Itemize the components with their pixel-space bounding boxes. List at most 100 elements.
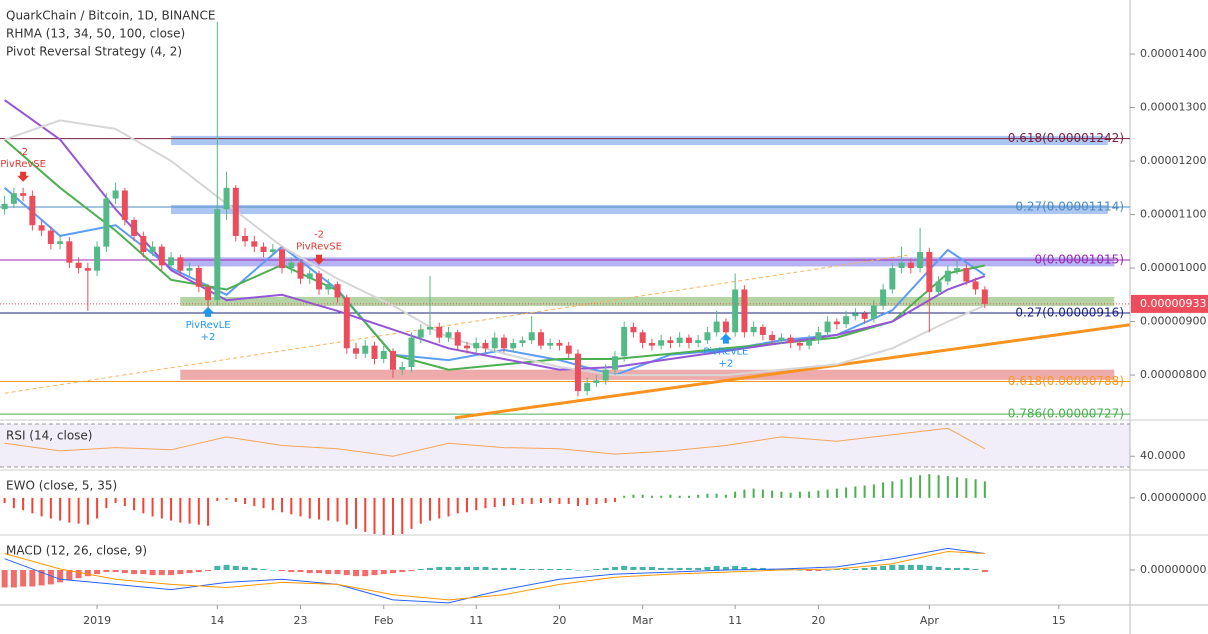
candle-body xyxy=(898,262,905,269)
candle-body xyxy=(750,326,757,333)
y-tick-label: 0.00000900 xyxy=(1140,315,1206,328)
macd-histogram-bar xyxy=(242,566,249,570)
macd-histogram-bar xyxy=(232,565,239,570)
macd-histogram-bar xyxy=(593,568,600,570)
x-tick-label: 15 xyxy=(1052,614,1066,627)
ewo-bar xyxy=(68,497,71,523)
candle-body xyxy=(565,345,572,354)
macd-histogram-bar xyxy=(944,567,951,570)
macd-histogram-bar xyxy=(57,570,64,583)
y-tick-label: 0.00000000 xyxy=(1140,491,1206,504)
y-tick-label: 0.00000800 xyxy=(1140,368,1206,381)
candle-body xyxy=(667,340,674,343)
macd-histogram-bar xyxy=(491,567,498,570)
macd-histogram-bar xyxy=(482,566,489,570)
macd-histogram-bar xyxy=(260,568,267,570)
candle-body xyxy=(963,268,970,282)
ewo-bar xyxy=(49,497,52,519)
candle-body xyxy=(806,340,813,346)
ewo-bar xyxy=(86,497,89,525)
macd-histogram-bar xyxy=(500,567,507,570)
macd-histogram-bar xyxy=(473,566,480,570)
macd-histogram-bar xyxy=(1,570,8,588)
candle-body xyxy=(232,187,239,236)
macd-histogram-bar xyxy=(658,567,665,570)
macd-histogram-bar xyxy=(806,570,813,572)
candle-body xyxy=(713,321,720,333)
ewo-bar xyxy=(355,497,358,529)
ewo-bar xyxy=(549,497,552,504)
macd-histogram-bar xyxy=(297,570,304,573)
macd-histogram-bar xyxy=(84,570,91,577)
ewo-bar xyxy=(872,484,875,498)
ewo-bar xyxy=(160,497,163,519)
ewo-bar xyxy=(31,497,34,514)
macd-histogram-bar xyxy=(870,566,877,570)
candle-body xyxy=(371,345,378,360)
fib-label: 0.618(0.00001242) xyxy=(1008,131,1124,145)
candle-body xyxy=(195,268,202,287)
candle-body xyxy=(593,380,600,384)
x-tick-label: Feb xyxy=(374,614,393,627)
candle-body xyxy=(112,190,119,199)
candle-body xyxy=(316,273,323,290)
macd-histogram-bar xyxy=(676,567,683,570)
macd-histogram-bar xyxy=(981,570,988,573)
ewo-bar xyxy=(281,497,284,513)
macd-histogram-bar xyxy=(75,570,82,579)
candle-body xyxy=(972,281,979,290)
candle-body xyxy=(547,342,554,346)
ewo-bar xyxy=(678,495,681,498)
zone xyxy=(180,257,1115,267)
macd-histogram-bar xyxy=(371,570,378,576)
candle-body xyxy=(408,337,415,368)
ewo-bar xyxy=(771,490,774,498)
ewo-bar xyxy=(401,497,404,534)
candle-body xyxy=(399,367,406,370)
x-tick-label: 20 xyxy=(552,614,566,627)
zone xyxy=(180,296,1115,307)
signal-qty: +2 xyxy=(719,359,734,370)
candle-body xyxy=(491,337,498,349)
candle-body xyxy=(390,350,397,370)
macd-histogram-bar xyxy=(10,570,17,588)
signal-qty: -2 xyxy=(314,230,324,241)
ewo-bar xyxy=(798,491,801,498)
ewo-bar xyxy=(502,497,505,507)
macd-histogram-bar xyxy=(907,564,914,570)
ewo-bar xyxy=(188,497,191,524)
macd-histogram-bar xyxy=(205,570,212,572)
macd-histogram-bar xyxy=(574,570,581,571)
ewo-bar xyxy=(428,497,431,521)
candle-body xyxy=(769,334,776,341)
indicator-line xyxy=(4,427,986,457)
indicator-line xyxy=(4,550,985,601)
candle-body xyxy=(463,345,470,349)
y-tick-label: 0.00000000 xyxy=(1140,563,1206,576)
y-tick-label: 0.00001000 xyxy=(1140,261,1206,274)
candle-body xyxy=(732,289,739,333)
macd-histogram-bar xyxy=(880,565,887,570)
candle-body xyxy=(279,249,286,269)
macd-histogram-bar xyxy=(454,566,461,570)
ewo-bar xyxy=(253,497,256,507)
candle-body xyxy=(584,383,591,392)
macd-histogram-bar xyxy=(269,570,276,571)
macd-histogram-bar xyxy=(195,570,202,573)
candle-body xyxy=(658,340,665,346)
candle-body xyxy=(685,337,692,343)
macd-histogram-bar xyxy=(667,567,674,570)
macd-histogram-bar xyxy=(140,570,147,575)
candle-body xyxy=(214,209,221,301)
macd-histogram-bar xyxy=(750,567,757,570)
candle-body xyxy=(843,316,850,325)
candle-body xyxy=(528,332,535,341)
ewo-bar xyxy=(613,497,616,502)
ewo-bar xyxy=(928,474,931,498)
ewo-bar xyxy=(761,489,764,498)
macd-histogram-bar xyxy=(362,570,369,577)
macd-histogram-bar xyxy=(94,570,101,575)
macd-histogram-bar xyxy=(722,566,729,570)
ewo-bar xyxy=(863,485,866,498)
